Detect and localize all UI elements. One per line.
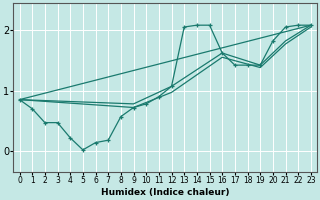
X-axis label: Humidex (Indice chaleur): Humidex (Indice chaleur) bbox=[101, 188, 229, 197]
